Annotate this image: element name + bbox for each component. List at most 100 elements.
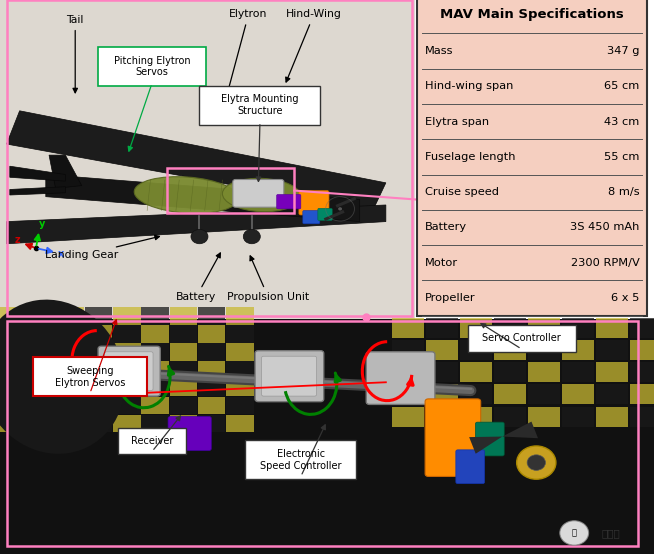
Bar xyxy=(198,397,226,414)
Bar xyxy=(28,397,56,414)
Bar xyxy=(562,407,594,427)
Text: Receiver: Receiver xyxy=(131,436,173,446)
Bar xyxy=(596,362,628,382)
Bar xyxy=(141,379,169,396)
Polygon shape xyxy=(10,166,65,181)
Bar xyxy=(85,361,112,378)
Text: Hind-Wing: Hind-Wing xyxy=(286,9,342,82)
Bar xyxy=(226,343,254,361)
Text: 3S 450 mAh: 3S 450 mAh xyxy=(570,223,640,233)
Polygon shape xyxy=(10,187,65,195)
Text: z: z xyxy=(14,235,20,245)
Text: Elytron: Elytron xyxy=(226,9,267,96)
FancyBboxPatch shape xyxy=(118,428,186,454)
Bar xyxy=(113,325,141,342)
Text: 📱: 📱 xyxy=(572,529,577,537)
Bar xyxy=(0,325,27,342)
Text: Fuselage length: Fuselage length xyxy=(425,152,515,162)
Bar xyxy=(28,307,56,325)
Bar xyxy=(198,325,226,342)
Bar xyxy=(113,343,141,361)
Bar xyxy=(226,307,254,325)
Text: 2300 RPM/V: 2300 RPM/V xyxy=(571,258,640,268)
FancyBboxPatch shape xyxy=(105,352,153,391)
FancyBboxPatch shape xyxy=(277,194,301,209)
Circle shape xyxy=(243,229,260,244)
Bar xyxy=(141,414,169,432)
Bar xyxy=(426,340,458,360)
Bar xyxy=(392,340,424,360)
Bar xyxy=(28,379,56,396)
Bar xyxy=(596,407,628,427)
Bar xyxy=(392,362,424,382)
Bar xyxy=(113,361,141,378)
Ellipse shape xyxy=(134,177,239,213)
Bar xyxy=(494,318,526,338)
Bar xyxy=(169,343,197,361)
FancyBboxPatch shape xyxy=(318,208,332,220)
FancyBboxPatch shape xyxy=(425,399,481,476)
Bar xyxy=(198,379,226,396)
Bar xyxy=(0,343,27,361)
Text: Mass: Mass xyxy=(425,46,454,56)
Bar xyxy=(630,407,654,427)
FancyBboxPatch shape xyxy=(303,211,320,224)
Bar xyxy=(562,318,594,338)
Bar xyxy=(630,384,654,404)
Polygon shape xyxy=(336,197,356,208)
Bar xyxy=(460,340,492,360)
Bar xyxy=(56,307,84,325)
Bar xyxy=(630,318,654,338)
Text: x: x xyxy=(58,249,65,259)
Bar xyxy=(198,343,226,361)
Text: Hind-wing span: Hind-wing span xyxy=(425,81,513,91)
Ellipse shape xyxy=(222,178,301,212)
Text: 量子位: 量子位 xyxy=(602,528,621,538)
FancyBboxPatch shape xyxy=(168,417,211,450)
Bar xyxy=(56,414,84,432)
Polygon shape xyxy=(502,422,538,438)
Polygon shape xyxy=(7,111,386,211)
Bar xyxy=(56,343,84,361)
FancyBboxPatch shape xyxy=(366,352,435,404)
Text: Elytra span: Elytra span xyxy=(425,116,489,126)
Text: Motor: Motor xyxy=(425,258,458,268)
Text: Battery: Battery xyxy=(176,253,220,302)
FancyBboxPatch shape xyxy=(199,86,320,125)
FancyBboxPatch shape xyxy=(468,325,576,352)
Text: 43 cm: 43 cm xyxy=(604,116,640,126)
Circle shape xyxy=(527,455,545,470)
Text: 6 x 5: 6 x 5 xyxy=(611,293,640,303)
Bar xyxy=(198,361,226,378)
Circle shape xyxy=(191,229,208,244)
Polygon shape xyxy=(7,205,386,244)
Circle shape xyxy=(560,521,589,545)
Bar xyxy=(494,362,526,382)
Bar xyxy=(528,384,560,404)
Bar xyxy=(85,397,112,414)
Bar xyxy=(113,379,141,396)
Bar xyxy=(198,307,226,325)
Circle shape xyxy=(517,446,556,479)
Bar xyxy=(198,414,226,432)
Bar xyxy=(28,361,56,378)
Bar xyxy=(113,307,141,325)
Bar xyxy=(0,0,415,319)
Text: Elytra Mounting
Structure: Elytra Mounting Structure xyxy=(221,95,299,116)
Bar xyxy=(0,379,27,396)
Bar xyxy=(562,362,594,382)
Bar xyxy=(56,397,84,414)
Text: 8 m/s: 8 m/s xyxy=(608,187,640,197)
Bar xyxy=(426,407,458,427)
FancyBboxPatch shape xyxy=(33,357,147,396)
FancyBboxPatch shape xyxy=(262,356,317,396)
Bar xyxy=(85,325,112,342)
FancyBboxPatch shape xyxy=(255,351,324,402)
Bar xyxy=(28,325,56,342)
Bar xyxy=(226,379,254,396)
Text: 347 g: 347 g xyxy=(607,46,640,56)
Bar xyxy=(0,397,27,414)
Text: Pitching Elytron
Servos: Pitching Elytron Servos xyxy=(114,56,190,77)
Text: Tail: Tail xyxy=(67,15,84,93)
Bar xyxy=(85,379,112,396)
